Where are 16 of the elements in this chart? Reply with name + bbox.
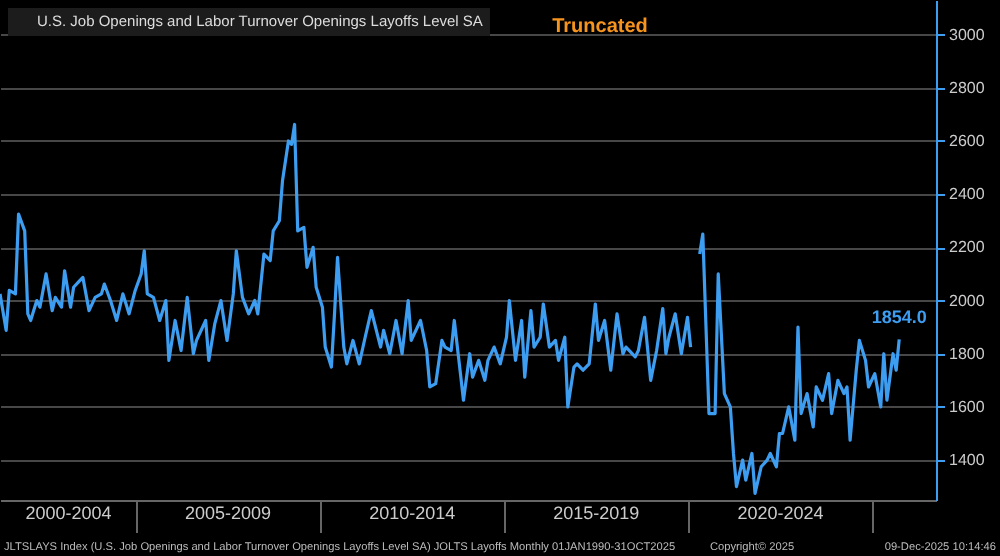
x-tick-label: 2000-2004 xyxy=(25,503,112,523)
y-tick-label: 3000 xyxy=(949,25,986,44)
x-tick-label: 2020-2024 xyxy=(737,503,824,523)
y-tick-label: 1600 xyxy=(949,397,986,416)
x-tick-label: 2015-2019 xyxy=(553,503,640,523)
y-tick-label: 2800 xyxy=(949,78,986,97)
annotation: 1854.0 xyxy=(871,307,927,328)
x-tick-label: 2005-2009 xyxy=(185,503,272,523)
y-tick-label: 2000 xyxy=(949,291,986,310)
y-tick-label: 2600 xyxy=(949,131,986,150)
y-tick-label: 2200 xyxy=(949,238,986,257)
y-tick-label: 1800 xyxy=(949,344,986,363)
y-tick-label: 1400 xyxy=(949,451,986,470)
x-tick-label: 2010-2014 xyxy=(369,503,456,523)
annotation: Truncated xyxy=(552,16,648,38)
y-tick-label: 2400 xyxy=(949,185,986,204)
